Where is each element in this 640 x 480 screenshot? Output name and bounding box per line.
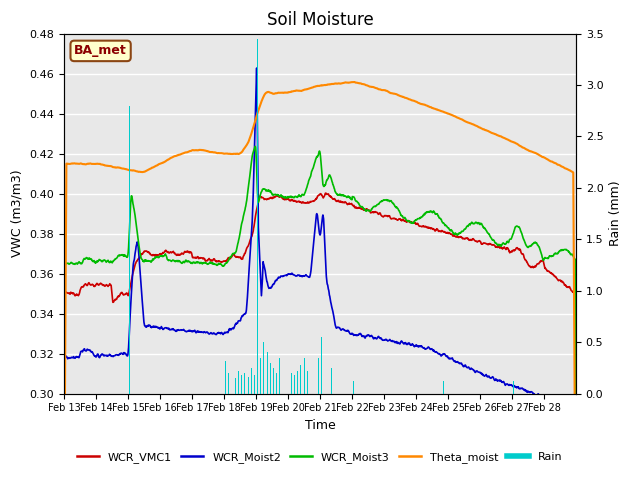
Legend: WCR_VMC1, WCR_Moist2, WCR_Moist3, Theta_moist, Rain: WCR_VMC1, WCR_Moist2, WCR_Moist3, Theta_… <box>72 447 568 467</box>
Bar <box>273 368 274 394</box>
Bar <box>324 350 325 394</box>
Title: Soil Moisture: Soil Moisture <box>267 11 373 29</box>
Bar <box>318 358 319 394</box>
Bar <box>267 352 268 394</box>
Y-axis label: Rain (mm): Rain (mm) <box>609 181 622 246</box>
Bar <box>254 375 255 394</box>
Bar <box>276 373 277 394</box>
Bar <box>291 373 292 394</box>
Bar <box>315 348 316 394</box>
Bar <box>238 371 239 394</box>
Bar <box>225 360 226 394</box>
X-axis label: Time: Time <box>305 419 335 432</box>
Bar <box>257 39 258 394</box>
Bar <box>297 371 298 394</box>
Bar <box>307 371 308 394</box>
Bar <box>270 363 271 394</box>
Bar <box>244 373 245 394</box>
Bar <box>443 381 444 394</box>
Bar <box>321 337 322 394</box>
Bar <box>294 375 295 394</box>
Bar <box>300 365 301 394</box>
Bar <box>241 375 242 394</box>
Bar <box>235 378 236 394</box>
Bar <box>228 373 229 394</box>
Y-axis label: VWC (m3/m3): VWC (m3/m3) <box>11 170 24 257</box>
Text: BA_met: BA_met <box>74 44 127 58</box>
Bar <box>331 368 332 394</box>
Bar <box>304 358 305 394</box>
Bar <box>513 381 515 394</box>
Bar <box>287 368 289 394</box>
Bar <box>260 358 261 394</box>
Bar <box>353 381 354 394</box>
Bar <box>129 106 130 394</box>
Bar <box>251 368 252 394</box>
